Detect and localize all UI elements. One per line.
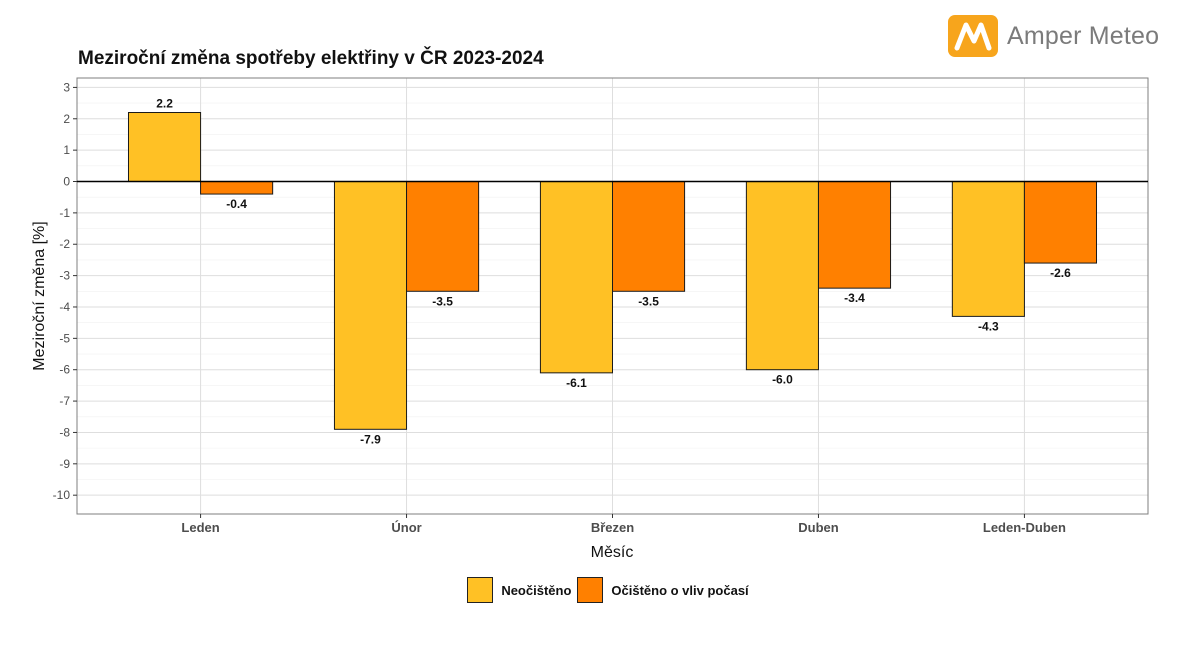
data-label: -6.1 (566, 376, 587, 390)
y-tick-label: 1 (63, 143, 70, 157)
legend-swatch-ocisteno (577, 577, 604, 603)
brand-name: Amper Meteo (1007, 21, 1160, 50)
y-axis-label: Meziroční změna [%] (31, 221, 48, 370)
legend-item-ocisteno: Očištěno o vliv počasí (577, 577, 749, 603)
y-tick-label: -8 (59, 425, 70, 439)
y-tick-label: -7 (59, 394, 70, 408)
bar (200, 181, 274, 195)
data-label: 2.2 (156, 97, 173, 111)
y-tick-label: -9 (59, 457, 70, 471)
y-axis-ticks: 3 2 1 0 -1 -2 -3 -4 -5 -6 -7 -8 -9 -10 (53, 80, 77, 502)
y-tick-label: -3 (59, 269, 70, 283)
chart-title: Meziroční změna spotřeby elektřiny v ČR … (78, 48, 544, 69)
bar (539, 181, 613, 374)
bar (745, 181, 819, 371)
y-tick-label: 0 (63, 175, 70, 189)
y-tick-label: -6 (59, 363, 70, 377)
bar (1023, 181, 1098, 264)
x-tick-label: Únor (391, 520, 421, 535)
x-tick-label: Březen (591, 520, 634, 535)
legend-swatch-neocisteno (467, 577, 494, 603)
x-tick-label: Leden (181, 520, 219, 535)
amper-meteo-logo: Amper Meteo (948, 15, 1159, 57)
bar (817, 181, 892, 289)
legend-item-neocisteno: Neočištěno (467, 577, 571, 603)
y-tick-label: -5 (59, 331, 70, 345)
y-tick-label: -4 (59, 300, 70, 314)
x-axis-ticks: Leden Únor Březen Duben Leden-Duben (181, 514, 1066, 535)
data-label: -2.6 (1050, 266, 1071, 280)
bar (127, 112, 202, 183)
x-tick-label: Duben (798, 520, 839, 535)
data-labels: 2.2 -7.9 -6.1 -6.0 -4.3 -0.4 -3.5 -3.5 -3.4 -2.6 (156, 97, 1071, 447)
bar (951, 181, 1025, 317)
y-tick-label: 3 (63, 80, 70, 94)
bar (333, 181, 408, 430)
data-label: -0.4 (226, 197, 247, 211)
amper-meteo-logo-icon (948, 15, 998, 57)
x-tick-label: Leden-Duben (983, 520, 1066, 535)
x-axis-label: Měsíc (591, 544, 634, 561)
bars (127, 112, 1098, 430)
data-label: -7.9 (360, 432, 381, 446)
bar (612, 181, 686, 292)
bar (406, 181, 480, 292)
legend-label-ocisteno: Očištěno o vliv počasí (611, 582, 749, 598)
data-label: -3.4 (844, 291, 865, 305)
legend-label-neocisteno: Neočištěno (501, 582, 572, 598)
y-tick-label: -1 (59, 206, 70, 220)
y-tick-label: 2 (63, 112, 70, 126)
data-label: -6.0 (772, 373, 793, 387)
data-label: -4.3 (978, 319, 999, 333)
data-label: -3.5 (638, 294, 659, 308)
data-label: -3.5 (432, 294, 453, 308)
legend: Neočištěno Očištěno o vliv počasí (0, 577, 1200, 603)
y-tick-label: -10 (53, 488, 71, 502)
y-tick-label: -2 (59, 237, 70, 251)
